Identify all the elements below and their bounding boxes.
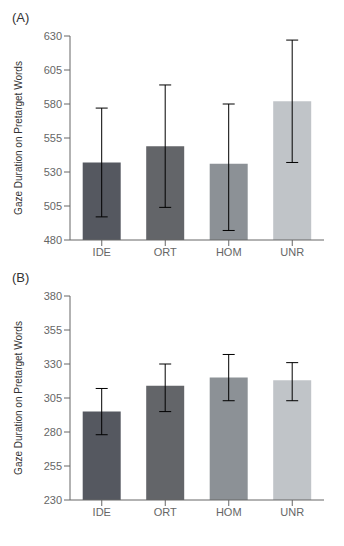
svg-text:230: 230 xyxy=(44,494,62,506)
svg-text:480: 480 xyxy=(44,234,62,246)
svg-text:580: 580 xyxy=(44,98,62,110)
svg-text:505: 505 xyxy=(44,200,62,212)
svg-text:HOM: HOM xyxy=(216,506,242,518)
svg-text:280: 280 xyxy=(44,426,62,438)
svg-text:UNR: UNR xyxy=(280,246,304,258)
svg-text:ORT: ORT xyxy=(154,506,177,518)
svg-text:380: 380 xyxy=(44,290,62,302)
svg-text:555: 555 xyxy=(44,132,62,144)
svg-text:255: 255 xyxy=(44,460,62,472)
svg-text:605: 605 xyxy=(44,64,62,76)
svg-text:530: 530 xyxy=(44,166,62,178)
svg-text:Gaze Duration on Pretarget Wor: Gaze Duration on Pretarget Words xyxy=(13,321,24,475)
svg-text:IDE: IDE xyxy=(93,246,111,258)
svg-text:HOM: HOM xyxy=(216,246,242,258)
svg-text:630: 630 xyxy=(44,30,62,42)
html-text:(B): (B) xyxy=(12,270,30,285)
html-text:(A): (A) xyxy=(12,10,30,25)
svg-text:UNR: UNR xyxy=(280,506,304,518)
svg-text:ORT: ORT xyxy=(154,246,177,258)
svg-text:305: 305 xyxy=(44,392,62,404)
svg-text:355: 355 xyxy=(44,324,62,336)
svg-text:330: 330 xyxy=(44,358,62,370)
svg-text:Gaze Duration on Pretarget Wor: Gaze Duration on Pretarget Words xyxy=(13,61,24,215)
svg-text:IDE: IDE xyxy=(93,506,111,518)
